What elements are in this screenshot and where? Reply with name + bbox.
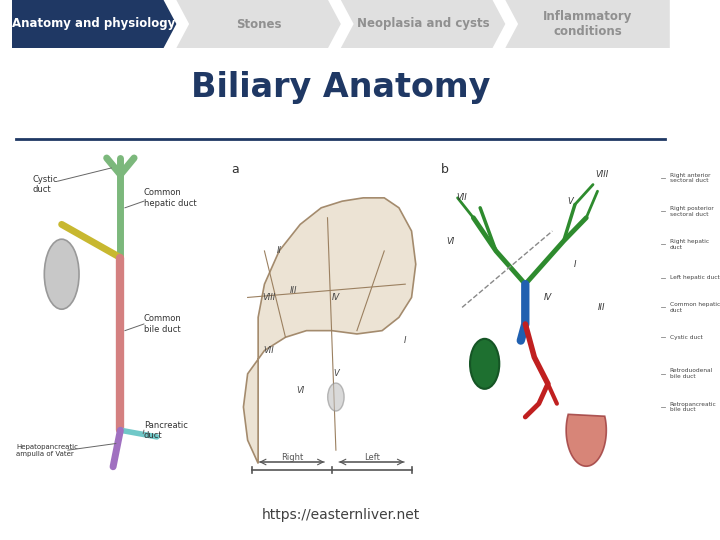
Text: Retroduodenal
bile duct: Retroduodenal bile duct — [670, 368, 713, 379]
Text: VI: VI — [296, 386, 305, 395]
Text: Right: Right — [281, 453, 303, 462]
Text: Left hepatic duct: Left hepatic duct — [670, 275, 719, 280]
Text: Right hepatic
duct: Right hepatic duct — [670, 239, 709, 249]
Polygon shape — [566, 414, 606, 466]
Text: VII: VII — [456, 193, 467, 202]
Polygon shape — [243, 198, 415, 463]
Text: Biliary Anatomy: Biliary Anatomy — [191, 71, 490, 104]
Text: VII: VII — [264, 346, 274, 355]
Text: III: III — [598, 303, 606, 312]
Text: Cystic duct: Cystic duct — [670, 335, 703, 340]
Text: VIII: VIII — [595, 170, 608, 179]
Text: IV: IV — [544, 293, 552, 302]
Text: VIII: VIII — [262, 293, 275, 302]
Text: IV: IV — [332, 293, 340, 302]
Text: V: V — [567, 197, 573, 206]
Text: I: I — [404, 336, 407, 345]
Text: Neoplasia and cysts: Neoplasia and cysts — [357, 17, 490, 30]
Text: Hepatopancreatic
ampulla of Vater: Hepatopancreatic ampulla of Vater — [17, 444, 78, 457]
Polygon shape — [505, 0, 670, 48]
Text: III: III — [290, 286, 297, 295]
Text: II: II — [276, 246, 282, 255]
Text: Stones: Stones — [236, 17, 282, 30]
Text: VI: VI — [446, 237, 455, 246]
Ellipse shape — [328, 383, 344, 411]
Text: Common
bile duct: Common bile duct — [144, 314, 181, 334]
Text: Right anterior
sectoral duct: Right anterior sectoral duct — [670, 172, 710, 183]
Polygon shape — [12, 0, 176, 48]
Text: https://easternliver.net: https://easternliver.net — [261, 508, 420, 522]
Text: Cystic
duct: Cystic duct — [33, 175, 58, 194]
Ellipse shape — [470, 339, 499, 389]
Text: Common
hepatic duct: Common hepatic duct — [144, 188, 197, 207]
Text: b: b — [441, 163, 449, 176]
Polygon shape — [176, 0, 341, 48]
Text: Retropancreatic
bile duct: Retropancreatic bile duct — [670, 402, 716, 413]
Text: V: V — [333, 369, 339, 379]
Text: a: a — [231, 163, 239, 176]
Text: Pancreatic
duct: Pancreatic duct — [144, 421, 188, 440]
Text: Inflammatory
conditions: Inflammatory conditions — [543, 10, 632, 38]
Text: Right posterior
sectoral duct: Right posterior sectoral duct — [670, 206, 714, 217]
Text: Anatomy and physiology: Anatomy and physiology — [12, 17, 176, 30]
Text: Left: Left — [364, 453, 379, 462]
Text: I: I — [574, 260, 576, 269]
Ellipse shape — [45, 239, 79, 309]
Polygon shape — [341, 0, 505, 48]
Text: Common hepatic
duct: Common hepatic duct — [670, 302, 720, 313]
